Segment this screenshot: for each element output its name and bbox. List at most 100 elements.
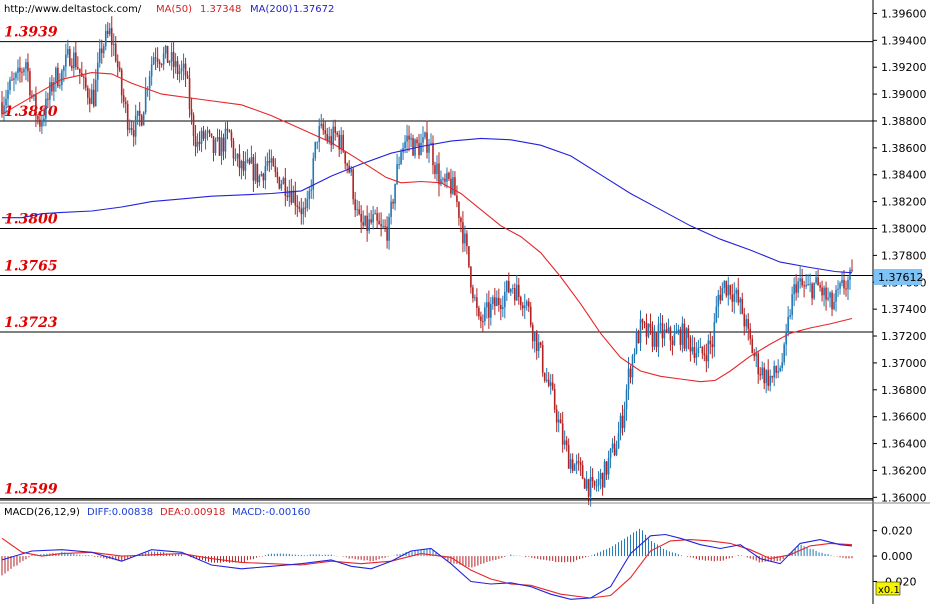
candle-body bbox=[318, 125, 321, 142]
candle-body bbox=[88, 97, 91, 104]
candle-body bbox=[51, 82, 53, 92]
price-tick-label: 1.39600 bbox=[881, 7, 927, 20]
candle-body bbox=[364, 215, 366, 226]
candle-body bbox=[721, 287, 724, 301]
candle-body bbox=[418, 143, 420, 156]
candle-body bbox=[697, 347, 700, 354]
candle-body bbox=[196, 141, 199, 147]
candle-body bbox=[366, 215, 368, 231]
candle-body bbox=[789, 315, 791, 317]
candle-body bbox=[186, 75, 189, 79]
candle-body bbox=[430, 142, 432, 146]
candle-body bbox=[35, 94, 37, 116]
candle-body bbox=[128, 128, 131, 130]
candle-body bbox=[21, 71, 23, 73]
candle-body bbox=[188, 78, 191, 110]
candle-body bbox=[190, 109, 193, 116]
price-tick-label: 1.38000 bbox=[881, 222, 927, 235]
candle-body bbox=[270, 158, 273, 163]
candle-body bbox=[400, 152, 402, 165]
candle-body bbox=[314, 142, 317, 159]
candle-body bbox=[805, 284, 807, 287]
candle-body bbox=[422, 137, 424, 143]
candle-body bbox=[478, 307, 480, 317]
candle-body bbox=[841, 279, 843, 283]
candle-body bbox=[158, 61, 161, 65]
candle-body bbox=[27, 62, 29, 72]
candle-body bbox=[290, 190, 293, 203]
candle-body bbox=[212, 136, 215, 154]
scale-badge[interactable] bbox=[875, 581, 901, 596]
candle-body bbox=[216, 137, 219, 140]
candle-body bbox=[282, 178, 285, 184]
candle-body bbox=[59, 85, 61, 87]
candle-body bbox=[488, 302, 490, 318]
candle-body bbox=[112, 43, 115, 45]
candle-body bbox=[643, 322, 646, 324]
macd-dea: DEA:0.00918 bbox=[160, 507, 225, 518]
candle-body bbox=[206, 130, 209, 133]
candle-body bbox=[835, 289, 837, 302]
price-tick-label: 1.39000 bbox=[881, 88, 927, 101]
candle-body bbox=[819, 285, 821, 288]
candle-body bbox=[460, 218, 462, 223]
candle-body bbox=[695, 353, 698, 358]
candle-body bbox=[3, 105, 5, 115]
candle-body bbox=[15, 72, 17, 79]
candle-body bbox=[440, 179, 442, 185]
candle-body bbox=[851, 269, 853, 271]
price-tick-label: 1.37400 bbox=[881, 303, 927, 316]
candle-body bbox=[102, 46, 105, 54]
candle-body bbox=[763, 367, 766, 384]
candle-body bbox=[699, 346, 702, 348]
candle-body bbox=[224, 128, 227, 152]
candle-body bbox=[585, 479, 588, 489]
candle-body bbox=[126, 103, 129, 130]
candle-body bbox=[761, 367, 764, 376]
candle-body bbox=[547, 379, 550, 386]
candle-body bbox=[517, 284, 520, 298]
candle-body bbox=[362, 222, 364, 226]
candle-body bbox=[124, 101, 127, 104]
candle-body bbox=[63, 66, 65, 71]
candlestick-series bbox=[1, 16, 853, 507]
candle-body bbox=[320, 123, 323, 126]
candle-body bbox=[9, 79, 11, 91]
candle-body bbox=[543, 372, 546, 381]
candle-body bbox=[296, 205, 299, 208]
macd-diff: DIFF:0.00838 bbox=[87, 507, 153, 518]
candle-body bbox=[438, 163, 440, 185]
candle-body bbox=[747, 319, 750, 329]
candle-body bbox=[432, 142, 434, 166]
level-label: 1.3800 bbox=[4, 211, 58, 227]
candle-body bbox=[807, 284, 809, 286]
candle-body bbox=[677, 329, 680, 333]
candle-body bbox=[406, 135, 408, 142]
candle-body bbox=[234, 158, 237, 160]
candle-body bbox=[627, 368, 630, 390]
candle-body bbox=[745, 319, 748, 327]
candle-body bbox=[446, 172, 448, 182]
candle-body bbox=[508, 280, 510, 293]
candle-body bbox=[705, 355, 708, 362]
candle-body bbox=[268, 161, 271, 163]
candle-body bbox=[551, 382, 554, 390]
candle-body bbox=[663, 329, 666, 339]
candle-body bbox=[785, 331, 787, 345]
moving-averages bbox=[1, 72, 853, 383]
candle-body bbox=[194, 136, 197, 147]
candle-body bbox=[693, 347, 696, 358]
candle-body bbox=[519, 297, 522, 306]
level-label: 1.3939 bbox=[4, 25, 58, 41]
candle-body bbox=[567, 445, 570, 469]
candle-body bbox=[130, 128, 133, 131]
candle-body bbox=[352, 169, 354, 200]
candle-body bbox=[276, 171, 279, 178]
candle-body bbox=[781, 362, 783, 368]
candle-body bbox=[23, 68, 25, 73]
candle-body bbox=[617, 433, 620, 449]
candle-body bbox=[324, 130, 327, 134]
ma50-line bbox=[1, 72, 853, 383]
candle-body bbox=[510, 289, 512, 293]
